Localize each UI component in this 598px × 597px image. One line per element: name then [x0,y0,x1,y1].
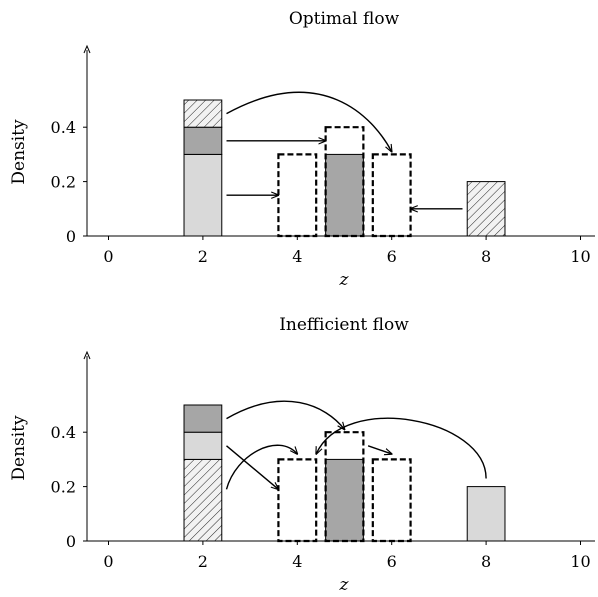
flow-arrow [226,400,345,429]
bar-segment [183,153,223,237]
x-tick-label: 2 [198,247,208,266]
bar-segment [183,458,223,542]
target-bar [277,153,318,238]
x-axis-label: z [339,575,350,595]
flow-arrow [367,445,392,454]
flow-arrow [225,444,298,490]
x-tick-label: 4 [292,552,302,571]
x-tick-label: 0 [103,247,113,266]
optimal-flow-panel: Optimal flow Density z 0 2 4 6 8 10 0 0.2 0.4 [9,9,595,290]
flow-arrow [316,417,487,479]
x-tick-label: 2 [198,552,208,571]
y-tick-label: 0.2 [51,478,76,497]
x-tick-label: 10 [570,247,590,266]
y-axis-arrow [83,350,91,360]
target-bar [277,458,318,543]
y-axis-label: Density [9,415,29,481]
x-tick-label: 6 [387,552,397,571]
flow-arrow [226,445,279,490]
bar-segment [466,486,506,542]
y-tick-label: 0 [66,227,76,246]
x-tick-label: 6 [387,247,397,266]
y-tick-label: 0 [66,532,76,551]
flow-arrow [226,91,392,151]
bar-segment [183,99,223,128]
y-tick-label: 0.4 [51,423,76,442]
bar-segment [325,458,364,542]
x-tick-label: 0 [103,552,113,571]
bar-segment [466,181,506,237]
y-tick-label: 0.2 [51,173,76,192]
x-tick-label: 10 [570,552,590,571]
chart-title: Optimal flow [289,9,400,29]
bar-segment [325,153,364,237]
target-bar [371,458,412,543]
target-bar [371,153,412,238]
x-tick-label: 8 [481,552,491,571]
y-tick-label: 0.4 [51,118,76,137]
inefficient-flow-panel: Inefficient flow Density z 0 2 4 6 8 10 0 0.2 0.… [9,315,595,595]
bar-segment [183,404,223,433]
x-axis-label: z [339,270,350,290]
y-axis-arrow [83,44,91,54]
y-axis-label: Density [9,119,29,185]
bar-segment [183,126,223,155]
x-tick-label: 8 [481,247,491,266]
bar-segment [183,431,223,460]
chart-title: Inefficient flow [279,315,409,335]
x-tick-label: 4 [292,247,302,266]
